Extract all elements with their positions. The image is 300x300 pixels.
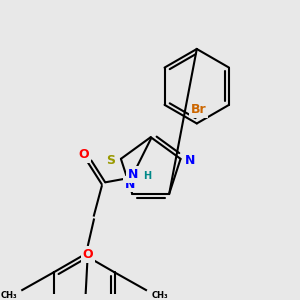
Text: O: O [79,148,89,161]
Text: O: O [83,248,93,261]
Text: N: N [185,154,196,167]
Text: N: N [125,178,136,190]
Text: Br: Br [191,103,207,116]
Text: H: H [143,171,151,182]
Text: N: N [128,168,138,181]
Text: S: S [106,154,116,167]
Text: CH₃: CH₃ [0,291,17,300]
Text: CH₃: CH₃ [152,291,168,300]
